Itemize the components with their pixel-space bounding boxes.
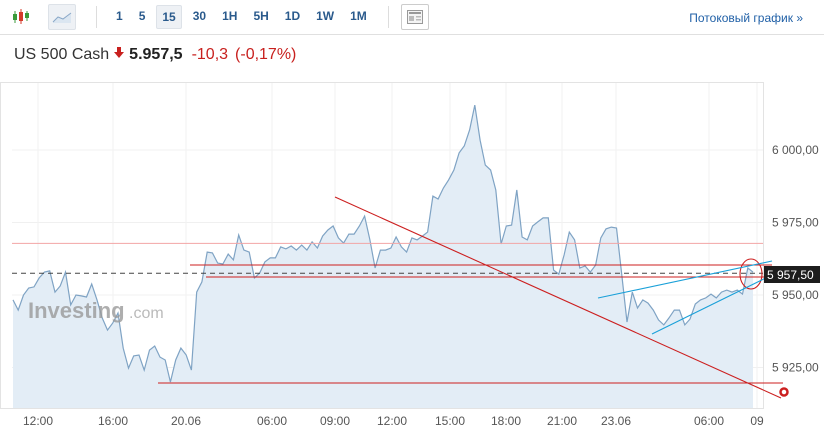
area-chart-icon[interactable] — [48, 4, 76, 30]
x-tick-label: 18:00 — [491, 414, 521, 428]
divider — [96, 6, 97, 28]
x-tick-label: 21:00 — [547, 414, 577, 428]
watermark-suffix: .com — [129, 305, 164, 322]
instrument-name: US 500 Cash — [14, 46, 110, 63]
y-tick-label: 5 925,00 — [772, 361, 819, 375]
highlight-circle — [739, 258, 763, 290]
timeframe-1M[interactable]: 1M — [350, 9, 367, 23]
layout-icon[interactable] — [400, 4, 429, 30]
x-tick-label: 09 — [750, 414, 764, 428]
toolbar: 1 5 15 30 1H 5H 1D 1W 1M Потоковый график » — [0, 0, 824, 35]
price-area-fill — [13, 105, 753, 408]
price-line — [12, 104, 754, 383]
candlestick-icon[interactable] — [8, 5, 34, 29]
y-tick-label: 5 950,00 — [772, 288, 819, 302]
price-change-percent: (-0,17%) — [235, 46, 297, 63]
x-tick-label: 12:00 — [23, 414, 53, 428]
x-tick-label: 09:00 — [320, 414, 350, 428]
watermark-brand: Investing — [28, 298, 125, 323]
last-price-label: 5 957,50 — [767, 268, 814, 282]
timeframe-1W[interactable]: 1W — [316, 9, 335, 23]
marker-circle — [779, 387, 789, 397]
streaming-chart-link[interactable]: Потоковый график » — [689, 11, 803, 25]
divider — [387, 6, 389, 28]
timeframe-5[interactable]: 5 — [138, 9, 146, 23]
x-tick-label: 06:00 — [257, 414, 287, 428]
timeframe-15[interactable]: 15 — [156, 5, 182, 29]
y-tick-label: 6 000,00 — [772, 143, 819, 157]
instrument-header: US 500 Cash 5.957,5 -10,3 (-0,17%) — [14, 46, 296, 64]
timeframe-1H[interactable]: 1H — [222, 9, 238, 23]
downtrend-line — [334, 196, 782, 399]
timeframe-selector: 1 5 15 30 1H 5H 1D 1W 1M — [111, 5, 378, 29]
x-tick-label: 23.06 — [601, 414, 631, 428]
x-tick-label: 20.06 — [171, 414, 201, 428]
price-chart[interactable]: Investing .com 6 000,00 5 975,00 5 950,00 5… — [0, 82, 824, 433]
price-change: -10,3 — [191, 46, 229, 63]
down-arrow-icon — [114, 46, 125, 64]
x-tick-label: 16:00 — [98, 414, 128, 428]
timeframe-5H[interactable]: 5H — [253, 9, 269, 23]
timeframe-1[interactable]: 1 — [116, 9, 123, 23]
x-tick-label: 15:00 — [435, 414, 465, 428]
annotations — [158, 196, 789, 399]
x-tick-label: 06:00 — [694, 414, 724, 428]
last-price-tag — [764, 266, 820, 283]
x-tick-label: 12:00 — [377, 414, 407, 428]
timeframe-30[interactable]: 30 — [192, 9, 207, 23]
channel-upper-line — [597, 260, 773, 299]
timeframe-1D[interactable]: 1D — [284, 9, 301, 23]
y-tick-label: 5 975,00 — [772, 216, 819, 230]
last-price: 5.957,5 — [129, 46, 183, 63]
channel-lower-line — [651, 269, 783, 335]
